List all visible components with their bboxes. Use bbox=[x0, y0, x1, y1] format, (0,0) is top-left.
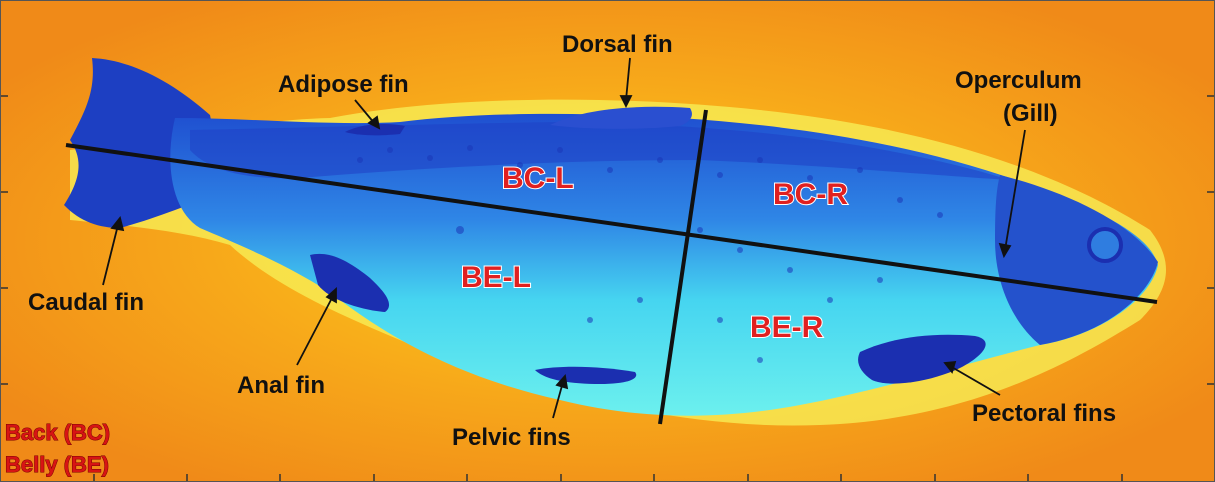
pelvic-fins-shape bbox=[535, 366, 637, 384]
adipose-fin-shape bbox=[345, 124, 405, 136]
anal-fin-shape bbox=[310, 253, 390, 312]
pectoral-fins-label: Pectoral fins bbox=[972, 400, 1116, 427]
region-bc-r-label: BC-R bbox=[773, 178, 848, 211]
region-be-l-label: BE-L bbox=[461, 261, 531, 294]
fish-head bbox=[995, 175, 1158, 345]
region-bc-l-label: BC-L bbox=[502, 162, 574, 195]
anal-fin-label: Anal fin bbox=[237, 372, 325, 399]
dorsal-fin-label: Dorsal fin bbox=[562, 31, 673, 58]
region-be-r-label: BE-R bbox=[750, 311, 824, 344]
legend-back: Back (BC) bbox=[5, 420, 110, 445]
pelvic-fins-label: Pelvic fins bbox=[452, 424, 571, 451]
legend-belly: Belly (BE) bbox=[5, 452, 109, 477]
fish-eye bbox=[1087, 227, 1123, 263]
frame-ticks bbox=[0, 95, 1215, 482]
operculum-label: Operculum bbox=[955, 67, 1082, 94]
pectoral-fins-shape bbox=[858, 334, 986, 384]
vertical-divider-line bbox=[658, 109, 708, 425]
fish-speckles bbox=[357, 145, 943, 363]
back-shading bbox=[190, 122, 1010, 180]
caudal-fin-label: Caudal fin bbox=[28, 289, 144, 316]
gill-label: (Gill) bbox=[1003, 100, 1058, 127]
dorsal-fin-shape bbox=[550, 106, 692, 129]
annotation-arrows bbox=[102, 57, 1026, 419]
adipose-fin-label: Adipose fin bbox=[278, 71, 409, 98]
horizontal-divider-line bbox=[65, 143, 1158, 304]
